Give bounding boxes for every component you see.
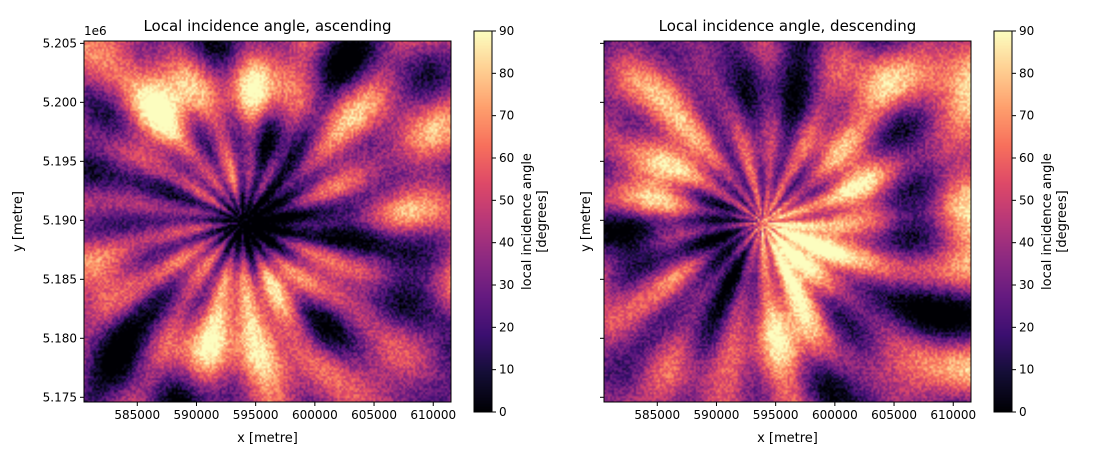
y-offset-label: 1e6 — [84, 24, 107, 38]
colorbar-tick-label: 30 — [1019, 278, 1034, 292]
x-axis-label: x [metre] — [237, 431, 298, 446]
axes-frame — [603, 40, 972, 403]
colorbar-frame — [993, 30, 1013, 413]
colorbar-tick-label: 20 — [1019, 320, 1034, 334]
y-tick-label: 5.185 — [43, 272, 77, 286]
y-tick-label: 5.195 — [43, 154, 77, 168]
x-tick-label: 595000 — [753, 408, 799, 422]
colorbar-tick-label: 90 — [1019, 24, 1034, 38]
x-tick-label: 600000 — [292, 408, 338, 422]
colorbar-tick-label: 60 — [499, 151, 514, 165]
x-tick-label: 605000 — [871, 408, 917, 422]
colorbar-label: local incidence angle[degrees] — [520, 153, 550, 290]
axes-frame — [83, 40, 452, 403]
colorbar-tick-label: 90 — [499, 24, 514, 38]
colorbar-tick-label: 30 — [499, 278, 514, 292]
colorbar-tick-label: 80 — [499, 66, 514, 80]
x-tick-label: 585000 — [634, 408, 680, 422]
y-tick-label: 5.180 — [43, 331, 77, 345]
colorbar — [994, 31, 1012, 412]
colorbar-tick-label: 60 — [1019, 151, 1034, 165]
colorbar-tick-label: 70 — [1019, 109, 1034, 123]
colorbar-tick-label: 10 — [499, 363, 514, 377]
x-tick-label: 605000 — [351, 408, 397, 422]
colorbar-tick-label: 70 — [499, 109, 514, 123]
heatmap-image — [84, 41, 451, 402]
colorbar-tick-label: 80 — [1019, 66, 1034, 80]
x-tick-label: 590000 — [694, 408, 740, 422]
chart-panel-1: Local incidence angle, ascending 585000 59… — [11, 17, 550, 446]
colorbar-tick-label: 0 — [1019, 405, 1027, 419]
colorbar-label: local incidence angle[degrees] — [1040, 153, 1070, 290]
colorbar — [474, 31, 492, 412]
colorbar-tick-label: 50 — [1019, 193, 1034, 207]
x-tick-label: 595000 — [233, 408, 279, 422]
y-tick-label: 5.200 — [43, 95, 77, 109]
colorbar-tick-label: 50 — [499, 193, 514, 207]
chart-title: Local incidence angle, ascending — [143, 17, 391, 35]
x-axis-label: x [metre] — [757, 431, 818, 446]
x-tick-label: 600000 — [812, 408, 858, 422]
x-tick-label: 610000 — [410, 408, 456, 422]
colorbar-tick-label: 40 — [499, 236, 514, 250]
chart-title: Local incidence angle, descending — [659, 17, 917, 35]
colorbar-tick-label: 40 — [1019, 236, 1034, 250]
y-tick-label: 5.190 — [43, 213, 77, 227]
colorbar-tick-label: 0 — [499, 405, 507, 419]
x-tick-label: 585000 — [114, 408, 160, 422]
colorbar-frame — [473, 30, 493, 413]
chart-panel-2: Local incidence angle, descending 585000 5… — [579, 17, 1070, 446]
x-tick-label: 610000 — [930, 408, 976, 422]
y-axis-label: y [metre] — [11, 191, 26, 252]
y-axis-label: y [metre] — [579, 191, 594, 252]
colorbar-tick-label: 10 — [1019, 363, 1034, 377]
heatmap-image — [604, 41, 971, 402]
y-tick-label: 5.205 — [43, 36, 77, 50]
y-tick-label: 5.175 — [43, 390, 77, 404]
x-tick-label: 590000 — [174, 408, 220, 422]
colorbar-tick-label: 20 — [499, 320, 514, 334]
